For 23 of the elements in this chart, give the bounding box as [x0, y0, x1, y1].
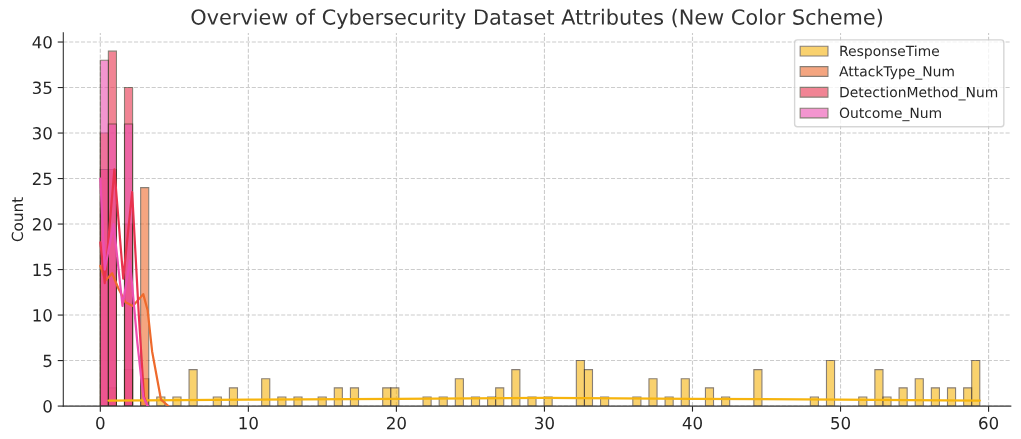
chart-title: Overview of Cybersecurity Dataset Attributes (New Color Scheme) [191, 8, 883, 29]
y-tick-label: 30 [32, 127, 52, 140]
y-tick-label: 15 [33, 263, 52, 277]
legend-label: ResponseTime [840, 45, 940, 59]
y-tick-label: 20 [32, 218, 52, 231]
x-tick-label: 40 [682, 416, 702, 430]
y-tick-label: 40 [32, 35, 52, 49]
legend-label: DetectionMethod_Num [840, 86, 998, 101]
y-axis-title: Count [11, 197, 24, 242]
x-tick-label: 30 [535, 416, 554, 430]
y-tick-label: 25 [32, 172, 52, 186]
x-tick-label: 10 [239, 416, 258, 430]
line-series [99, 264, 170, 407]
legend-label: AttackType_Num [839, 65, 954, 80]
x-tick-label: 50 [831, 416, 851, 430]
y-tick-label: 0 [43, 400, 52, 413]
x-tick-label: 0 [96, 416, 105, 430]
x-tick-label: 60 [979, 416, 999, 430]
y-tick-label: 35 [32, 81, 52, 95]
legend-label: Outcome_Num [839, 107, 941, 122]
y-tick-label: 5 [43, 354, 52, 368]
y-tick-label: 10 [33, 309, 52, 322]
x-tick-label: 20 [387, 416, 406, 430]
